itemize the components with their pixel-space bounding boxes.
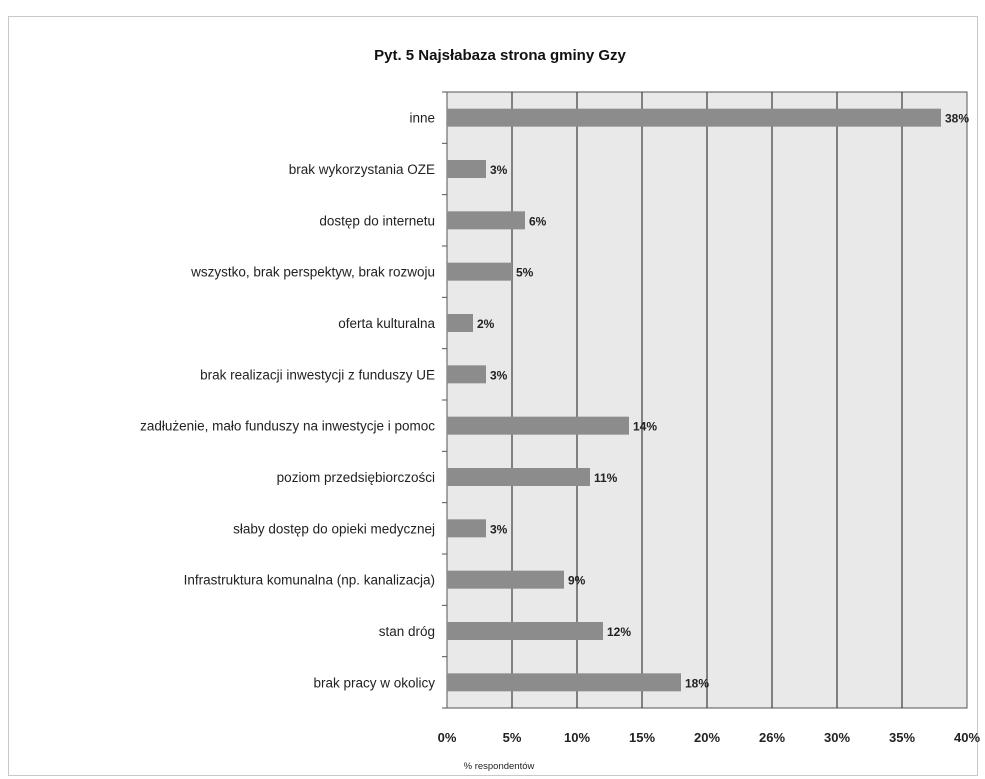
x-tick-label: 26% bbox=[759, 730, 785, 745]
bar-value-label: 3% bbox=[490, 368, 508, 382]
bar bbox=[447, 160, 486, 178]
x-tick-label: 15% bbox=[629, 730, 655, 745]
bar-value-label: 38% bbox=[945, 112, 969, 126]
bar-value-label: 18% bbox=[685, 676, 709, 690]
category-label: wszystko, brak perspektyw, brak rozwoju bbox=[190, 265, 435, 280]
x-tick-label: 30% bbox=[824, 730, 850, 745]
bar bbox=[447, 416, 629, 435]
bar bbox=[447, 262, 512, 281]
bar bbox=[447, 622, 603, 640]
category-label: inne bbox=[409, 111, 435, 126]
category-label: Infrastruktura komunalna (np. kanalizacj… bbox=[184, 573, 435, 588]
bar bbox=[447, 673, 681, 692]
category-label: brak realizacji inwestycji z funduszy UE bbox=[200, 367, 435, 382]
bar-value-label: 5% bbox=[516, 266, 534, 280]
bar bbox=[447, 519, 486, 538]
category-label: słaby dostęp do opieki medycznej bbox=[233, 521, 435, 536]
x-tick-label: 5% bbox=[503, 730, 522, 745]
x-tick-label: 20% bbox=[694, 730, 720, 745]
bar bbox=[447, 211, 525, 230]
x-axis-title: % respondentów bbox=[464, 761, 535, 772]
bar-value-label: 14% bbox=[633, 420, 657, 434]
category-label: oferta kulturalna bbox=[338, 316, 435, 331]
category-label: stan dróg bbox=[379, 624, 435, 639]
bar bbox=[447, 314, 473, 332]
bars: 38% 3% 6% 5% 2% 3% 14% 11% 3% 9% 12% 18% bbox=[447, 108, 969, 692]
gridlines bbox=[442, 91, 903, 709]
bar bbox=[447, 365, 486, 384]
x-ticks: 0% 5% 10% 15% 20% 26% 30% 35% 40% bbox=[438, 730, 981, 745]
chart-title: Pyt. 5 Najsłabaza strona gminy Gzy bbox=[374, 47, 626, 64]
category-label: zadłużenie, mało funduszy na inwestycje … bbox=[140, 419, 435, 434]
bar bbox=[447, 108, 941, 127]
bar bbox=[447, 468, 590, 486]
x-tick-label: 40% bbox=[954, 730, 980, 745]
x-tick-label: 35% bbox=[889, 730, 915, 745]
bar bbox=[447, 570, 564, 589]
bar-value-label: 6% bbox=[529, 214, 547, 228]
category-labels: inne brak wykorzystania OZE dostęp do inte… bbox=[140, 111, 435, 691]
category-label: poziom przedsiębiorczości bbox=[277, 470, 435, 485]
category-label: dostęp do internetu bbox=[319, 213, 435, 228]
bar-value-label: 2% bbox=[477, 317, 495, 331]
bar-value-label: 11% bbox=[594, 471, 618, 485]
bar-value-label: 3% bbox=[490, 163, 508, 177]
bar-value-label: 9% bbox=[568, 574, 586, 588]
category-label: brak wykorzystania OZE bbox=[289, 162, 435, 177]
category-label: brak pracy w okolicy bbox=[313, 675, 435, 690]
x-tick-label: 0% bbox=[438, 730, 457, 745]
bar-value-label: 12% bbox=[607, 625, 631, 639]
x-tick-label: 10% bbox=[564, 730, 590, 745]
bar-value-label: 3% bbox=[490, 522, 508, 536]
